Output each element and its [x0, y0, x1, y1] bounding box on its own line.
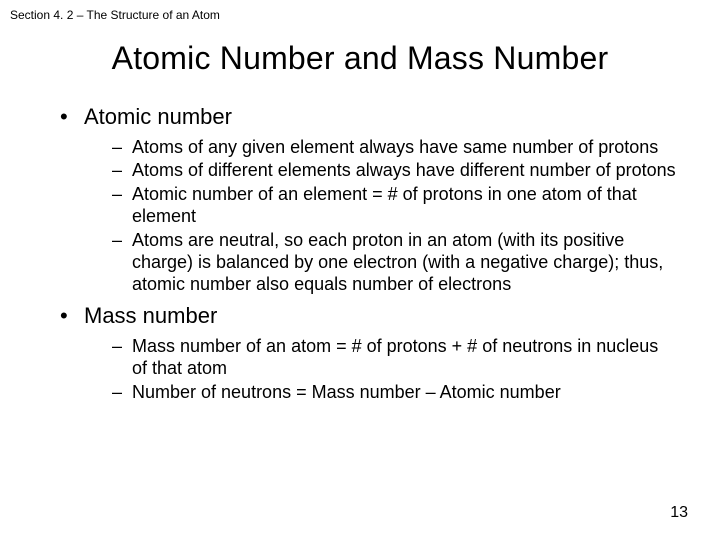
bullet-item: Atomic number Atoms of any given element…: [60, 103, 676, 296]
bullet-list: Atomic number Atoms of any given element…: [44, 103, 676, 404]
page-number: 13: [670, 504, 688, 522]
bullet-item: Mass number Mass number of an atom = # o…: [60, 302, 676, 403]
sub-item: Mass number of an atom = # of protons + …: [112, 336, 676, 380]
sub-item: Atoms of different elements always have …: [112, 160, 676, 182]
slide-content: Atomic number Atoms of any given element…: [0, 103, 720, 404]
section-header: Section 4. 2 – The Structure of an Atom: [0, 0, 720, 22]
sub-item: Atoms are neutral, so each proton in an …: [112, 230, 676, 296]
sub-list: Mass number of an atom = # of protons + …: [84, 336, 676, 404]
slide-title: Atomic Number and Mass Number: [0, 40, 720, 77]
slide: Section 4. 2 – The Structure of an Atom …: [0, 0, 720, 540]
bullet-label: Atomic number: [84, 104, 232, 129]
sub-item: Number of neutrons = Mass number – Atomi…: [112, 382, 676, 404]
sub-list: Atoms of any given element always have s…: [84, 137, 676, 297]
bullet-label: Mass number: [84, 303, 217, 328]
sub-item: Atomic number of an element = # of proto…: [112, 184, 676, 228]
sub-item: Atoms of any given element always have s…: [112, 137, 676, 159]
